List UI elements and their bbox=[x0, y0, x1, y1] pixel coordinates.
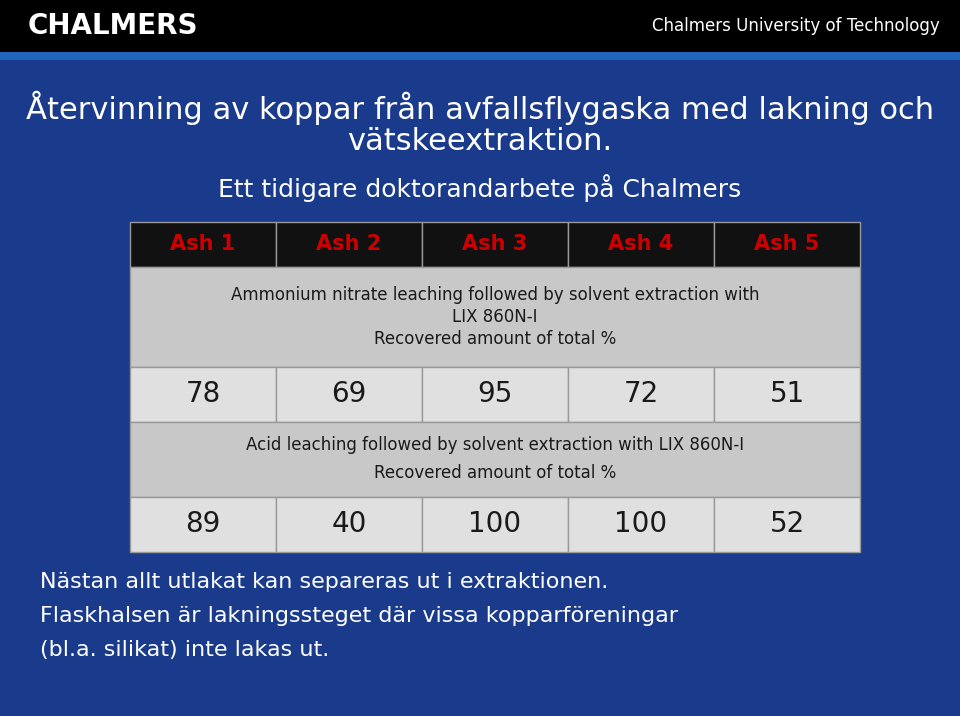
Bar bbox=[130, 422, 860, 497]
Bar bbox=[568, 222, 714, 267]
Bar bbox=[422, 367, 568, 422]
Text: 100: 100 bbox=[614, 511, 667, 538]
Bar bbox=[276, 497, 422, 552]
Text: Återvinning av koppar från avfallsflygaska med lakning och: Återvinning av koppar från avfallsflygas… bbox=[26, 91, 934, 125]
Bar bbox=[0, 0, 960, 52]
Text: Ash 1: Ash 1 bbox=[170, 235, 235, 254]
Text: (bl.a. silikat) inte lakas ut.: (bl.a. silikat) inte lakas ut. bbox=[40, 640, 329, 660]
Text: Chalmers University of Technology: Chalmers University of Technology bbox=[652, 17, 940, 35]
Bar bbox=[568, 497, 714, 552]
Text: 89: 89 bbox=[185, 511, 221, 538]
Bar bbox=[276, 222, 422, 267]
Text: LIX 860N-I: LIX 860N-I bbox=[452, 308, 538, 326]
Text: Recovered amount of total %: Recovered amount of total % bbox=[373, 465, 616, 483]
Bar bbox=[714, 367, 860, 422]
Text: 40: 40 bbox=[331, 511, 367, 538]
Bar bbox=[422, 497, 568, 552]
Bar bbox=[422, 222, 568, 267]
Text: Ash 5: Ash 5 bbox=[755, 235, 820, 254]
Text: 78: 78 bbox=[185, 380, 221, 409]
Bar bbox=[0, 52, 960, 60]
Bar bbox=[130, 267, 860, 367]
Text: 51: 51 bbox=[769, 380, 804, 409]
Bar bbox=[568, 367, 714, 422]
Text: 95: 95 bbox=[477, 380, 513, 409]
Text: Nästan allt utlakat kan separeras ut i extraktionen.: Nästan allt utlakat kan separeras ut i e… bbox=[40, 572, 609, 592]
Text: Ett tidigare doktorandarbete på Chalmers: Ett tidigare doktorandarbete på Chalmers bbox=[218, 174, 742, 202]
Text: Acid leaching followed by solvent extraction with LIX 860N-I: Acid leaching followed by solvent extrac… bbox=[246, 437, 744, 455]
Bar bbox=[130, 222, 276, 267]
Bar bbox=[714, 222, 860, 267]
Bar bbox=[130, 497, 276, 552]
Text: Recovered amount of total %: Recovered amount of total % bbox=[373, 330, 616, 348]
Text: Ammonium nitrate leaching followed by solvent extraction with: Ammonium nitrate leaching followed by so… bbox=[230, 286, 759, 304]
Text: Ash 2: Ash 2 bbox=[317, 235, 382, 254]
Text: 100: 100 bbox=[468, 511, 521, 538]
Text: CHALMERS: CHALMERS bbox=[28, 12, 199, 40]
Text: 72: 72 bbox=[623, 380, 659, 409]
Bar bbox=[130, 367, 276, 422]
Text: 52: 52 bbox=[769, 511, 804, 538]
Text: vätskeextraktion.: vätskeextraktion. bbox=[348, 127, 612, 157]
Text: Ash 3: Ash 3 bbox=[463, 235, 528, 254]
Text: Ash 4: Ash 4 bbox=[609, 235, 674, 254]
Text: Flaskhalsen är lakningssteget där vissa kopparföreningar: Flaskhalsen är lakningssteget där vissa … bbox=[40, 606, 678, 626]
Text: 69: 69 bbox=[331, 380, 367, 409]
Bar bbox=[276, 367, 422, 422]
Bar bbox=[714, 497, 860, 552]
